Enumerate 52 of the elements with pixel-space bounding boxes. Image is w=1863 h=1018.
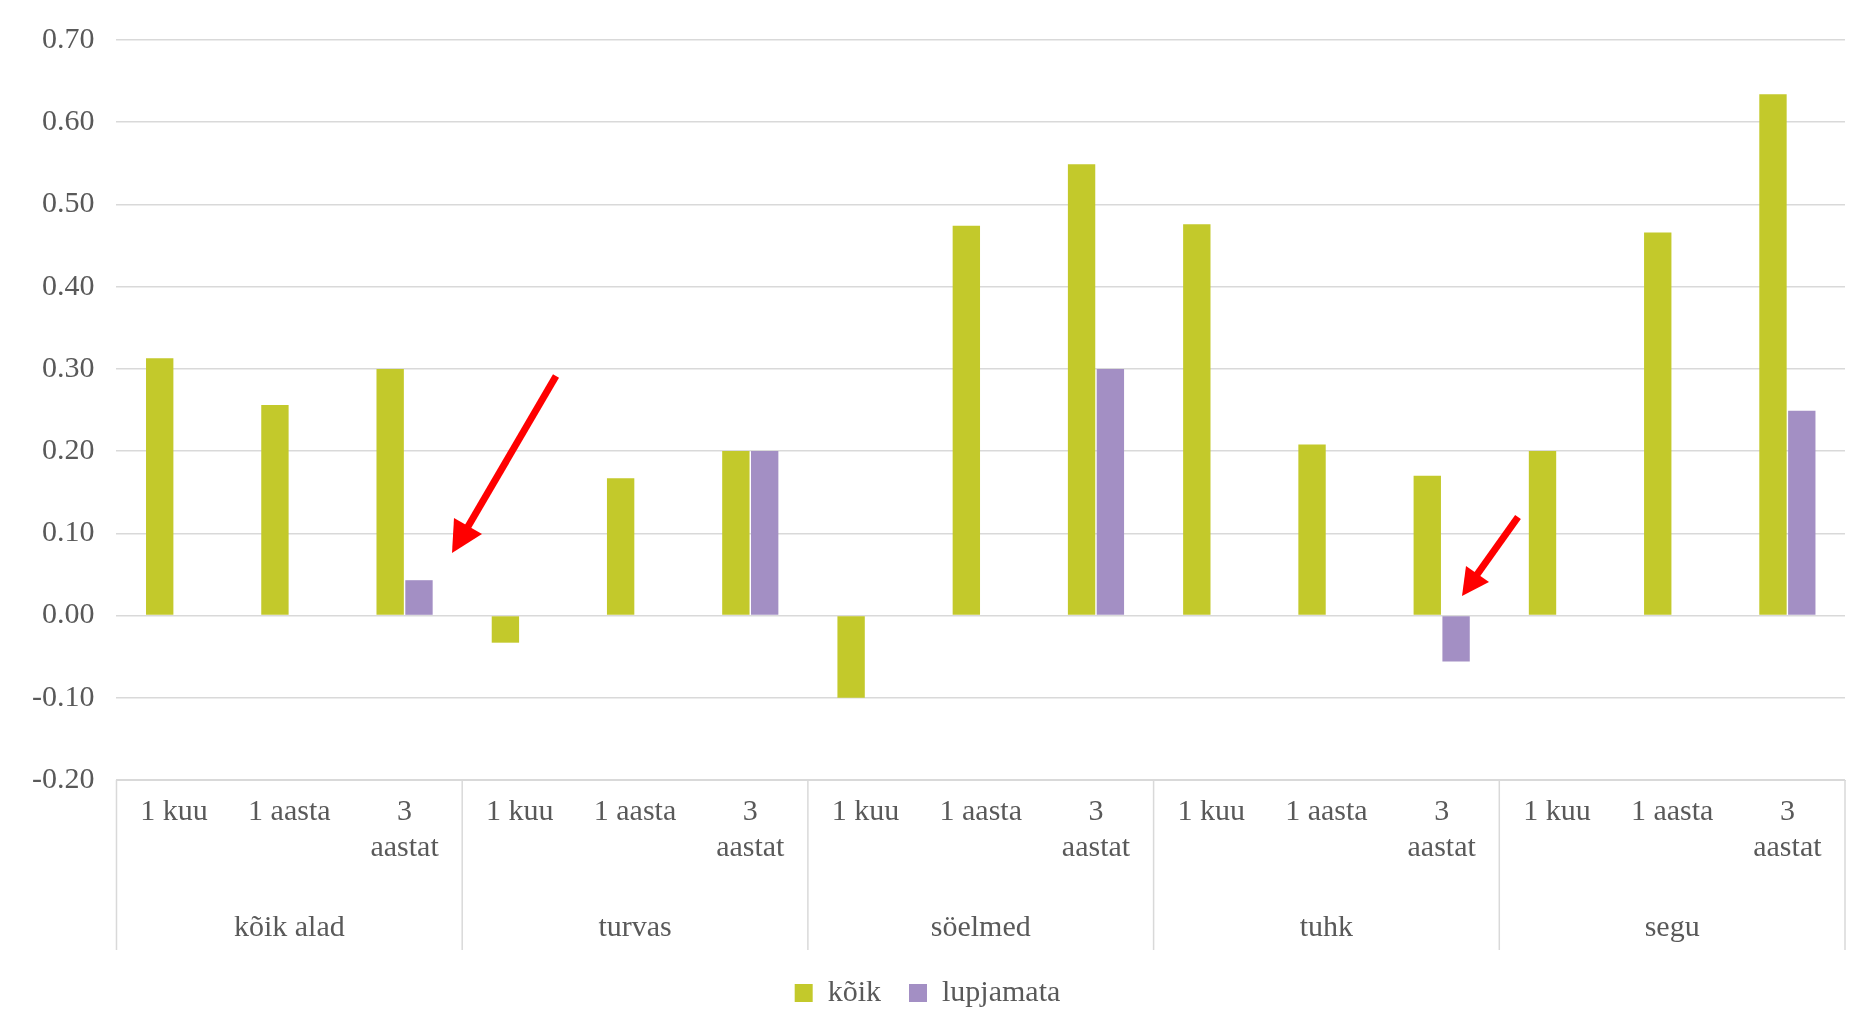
x-tick-label: 1 kuu [486,792,554,826]
y-tick-label: -0.10 [31,678,95,712]
text: kõik alad [233,908,345,942]
legend-label: lupjamata [942,973,1061,1007]
bar [606,478,635,615]
x-tick-label: 3 aastat [1061,792,1131,862]
bar [1096,368,1125,615]
y-tick-label: 0.40 [41,267,95,301]
bar [1644,232,1672,615]
x-tick-label: 3 aastat [370,792,440,862]
bar [1067,164,1096,615]
y-tick-label: 0.60 [41,103,95,137]
y-tick-label: 0.30 [41,349,95,383]
x-tick-label: 3 aastat [716,792,786,862]
text: söelmed [930,908,1031,942]
bar [1413,475,1441,615]
bar [837,616,865,698]
y-tick-label: 0.00 [41,596,95,630]
x-tick-label: 1 kuu [140,792,208,826]
x-tick-label: 1 aasta [593,792,677,826]
x-tick-label: 1 aasta [248,792,331,826]
x-tick-label: 3 aastat [1407,792,1477,862]
bar [1788,410,1816,615]
y-tick-label: 0.10 [41,514,95,548]
bar [1442,616,1470,662]
x-tick-label: 1 aasta [939,792,1022,826]
x-tick-label: 1 aasta [1630,792,1714,826]
x-tick-label: 3 aastat [1753,792,1823,862]
x-tick-label: 1 aasta [1285,792,1368,826]
y-tick-label: 0.20 [41,431,95,465]
bar [376,368,404,615]
legend-label: kõik [827,973,882,1007]
bar [405,580,433,615]
bar [261,405,289,615]
y-tick-label: 0.50 [41,185,95,219]
y-tick-label: 0.70 [41,20,95,54]
bar [1183,224,1211,615]
x-tick-label: 1 kuu [1523,792,1591,826]
x-tick-label: 1 kuu [1177,792,1245,826]
bar [1298,444,1326,615]
bar [491,616,520,643]
y-tick-label: -0.20 [31,760,95,794]
bar [1759,94,1787,615]
bar [1528,451,1557,615]
text: segu [1644,908,1700,942]
bar [146,358,174,615]
text: turvas [598,908,672,942]
text: tuhk [1299,908,1354,942]
bar [751,451,779,615]
x-tick-label: 1 kuu [831,792,900,826]
bar [722,451,750,615]
bar [952,225,981,615]
